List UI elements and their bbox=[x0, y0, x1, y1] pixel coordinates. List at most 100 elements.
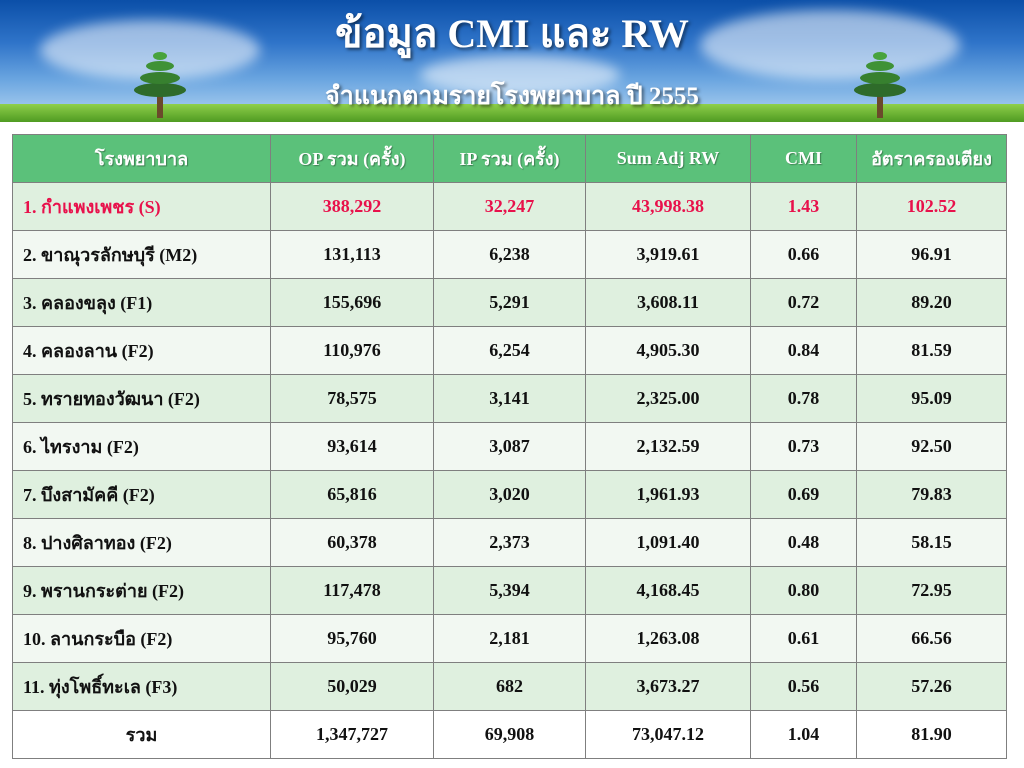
data-table-container: โรงพยาบาล OP รวม (ครั้ง) IP รวม (ครั้ง) … bbox=[12, 134, 1007, 759]
table-total-row: รวม 1,347,727 69,908 73,047.12 1.04 81.90 bbox=[12, 710, 1007, 759]
cell-sum-adj-rw: 3,919.61 bbox=[585, 230, 751, 279]
cell-op-total: 60,378 bbox=[270, 518, 434, 567]
tree-icon bbox=[854, 52, 906, 118]
table-row: 8. ปางศิลาทอง (F2) 60,378 2,373 1,091.40 0.4… bbox=[12, 518, 1007, 567]
cell-ip-total: 5,291 bbox=[433, 278, 586, 327]
cell-cmi: 0.48 bbox=[750, 518, 857, 567]
header-banner: ข้อมูล CMI และ RW จำแนกตามรายโรงพยาบาล ป… bbox=[0, 0, 1024, 122]
table-row: 5. ทรายทองวัฒนา (F2) 78,575 3,141 2,325.00 0… bbox=[12, 374, 1007, 423]
page-title: ข้อมูล CMI และ RW bbox=[335, 11, 689, 56]
table-row: 4. คลองลาน (F2) 110,976 6,254 4,905.30 0.84 8… bbox=[12, 326, 1007, 375]
cell-ip-total: 3,087 bbox=[433, 422, 586, 471]
cell-sum-adj-rw: 2,132.59 bbox=[585, 422, 751, 471]
cell-sum-adj-rw: 1,961.93 bbox=[585, 470, 751, 519]
table-row: 1. กำแพงเพชร (S) 388,292 32,247 43,998.38 1.… bbox=[12, 182, 1007, 231]
cell-ip-total: 69,908 bbox=[433, 710, 586, 759]
cell-cmi: 0.61 bbox=[750, 614, 857, 663]
cell-sum-adj-rw: 43,998.38 bbox=[585, 182, 751, 231]
cell-hospital-name: 8. ปางศิลาทอง (F2) bbox=[12, 518, 271, 567]
tree-icon bbox=[134, 52, 186, 118]
cell-ip-total: 3,020 bbox=[433, 470, 586, 519]
cell-cmi: 0.66 bbox=[750, 230, 857, 279]
cell-ip-total: 5,394 bbox=[433, 566, 586, 615]
cell-op-total: 110,976 bbox=[270, 326, 434, 375]
cloud-decoration bbox=[40, 20, 260, 80]
cell-sum-adj-rw: 4,905.30 bbox=[585, 326, 751, 375]
cell-sum-adj-rw: 1,091.40 bbox=[585, 518, 751, 567]
cell-ip-total: 32,247 bbox=[433, 182, 586, 231]
cell-hospital-name: 2. ขาณุวรลักษบุรี (M2) bbox=[12, 230, 271, 279]
cell-hospital-name: 4. คลองลาน (F2) bbox=[12, 326, 271, 375]
cell-ip-total: 2,373 bbox=[433, 518, 586, 567]
table-row: 11. ทุ่งโพธิ์ทะเล (F3) 50,029 682 3,673.27 0… bbox=[12, 662, 1007, 711]
grass-decoration bbox=[0, 104, 1024, 122]
cell-bed-occupancy: 102.52 bbox=[856, 182, 1007, 231]
cell-cmi: 1.43 bbox=[750, 182, 857, 231]
cell-bed-occupancy: 57.26 bbox=[856, 662, 1007, 711]
cell-hospital-name: 1. กำแพงเพชร (S) bbox=[12, 182, 271, 231]
cell-bed-occupancy: 81.59 bbox=[856, 326, 1007, 375]
cell-op-total: 50,029 bbox=[270, 662, 434, 711]
cell-cmi: 0.56 bbox=[750, 662, 857, 711]
table-header-row: โรงพยาบาล OP รวม (ครั้ง) IP รวม (ครั้ง) … bbox=[12, 134, 1007, 183]
cell-op-total: 95,760 bbox=[270, 614, 434, 663]
cell-op-total: 131,113 bbox=[270, 230, 434, 279]
column-header-sum-adj-rw: Sum Adj RW bbox=[585, 134, 751, 183]
cell-total-label: รวม bbox=[12, 710, 271, 759]
table-row: 2. ขาณุวรลักษบุรี (M2) 131,113 6,238 3,919.… bbox=[12, 230, 1007, 279]
cell-op-total: 388,292 bbox=[270, 182, 434, 231]
cell-cmi: 0.80 bbox=[750, 566, 857, 615]
cell-bed-occupancy: 81.90 bbox=[856, 710, 1007, 759]
cell-ip-total: 682 bbox=[433, 662, 586, 711]
cloud-decoration bbox=[420, 55, 620, 95]
cell-hospital-name: 11. ทุ่งโพธิ์ทะเล (F3) bbox=[12, 662, 271, 711]
table-row: 6. ไทรงาม (F2) 93,614 3,087 2,132.59 0.73 92.… bbox=[12, 422, 1007, 471]
cell-hospital-name: 6. ไทรงาม (F2) bbox=[12, 422, 271, 471]
hospital-cmi-table: โรงพยาบาล OP รวม (ครั้ง) IP รวม (ครั้ง) … bbox=[12, 134, 1007, 759]
column-header-cmi: CMI bbox=[750, 134, 857, 183]
cell-bed-occupancy: 92.50 bbox=[856, 422, 1007, 471]
cell-bed-occupancy: 72.95 bbox=[856, 566, 1007, 615]
cell-op-total: 117,478 bbox=[270, 566, 434, 615]
cell-bed-occupancy: 79.83 bbox=[856, 470, 1007, 519]
cell-op-total: 155,696 bbox=[270, 278, 434, 327]
cell-cmi: 0.78 bbox=[750, 374, 857, 423]
cell-hospital-name: 9. พรานกระต่าย (F2) bbox=[12, 566, 271, 615]
cell-sum-adj-rw: 1,263.08 bbox=[585, 614, 751, 663]
cell-bed-occupancy: 89.20 bbox=[856, 278, 1007, 327]
cell-sum-adj-rw: 2,325.00 bbox=[585, 374, 751, 423]
cell-sum-adj-rw: 3,673.27 bbox=[585, 662, 751, 711]
cell-sum-adj-rw: 4,168.45 bbox=[585, 566, 751, 615]
table-row: 10. ลานกระบือ (F2) 95,760 2,181 1,263.08 0.6… bbox=[12, 614, 1007, 663]
cell-hospital-name: 5. ทรายทองวัฒนา (F2) bbox=[12, 374, 271, 423]
cell-bed-occupancy: 95.09 bbox=[856, 374, 1007, 423]
cell-cmi: 1.04 bbox=[750, 710, 857, 759]
cell-sum-adj-rw: 73,047.12 bbox=[585, 710, 751, 759]
cell-bed-occupancy: 58.15 bbox=[856, 518, 1007, 567]
cell-op-total: 78,575 bbox=[270, 374, 434, 423]
column-header-hospital: โรงพยาบาล bbox=[12, 134, 271, 183]
cell-op-total: 65,816 bbox=[270, 470, 434, 519]
table-row: 7. บึงสามัคคี (F2) 65,816 3,020 1,961.93 0.6… bbox=[12, 470, 1007, 519]
cell-ip-total: 6,254 bbox=[433, 326, 586, 375]
cloud-decoration bbox=[700, 10, 960, 80]
cell-ip-total: 3,141 bbox=[433, 374, 586, 423]
cell-cmi: 0.72 bbox=[750, 278, 857, 327]
cell-hospital-name: 7. บึงสามัคคี (F2) bbox=[12, 470, 271, 519]
cell-sum-adj-rw: 3,608.11 bbox=[585, 278, 751, 327]
column-header-bed-occupancy: อัตราครองเตียง bbox=[856, 134, 1007, 183]
cell-bed-occupancy: 96.91 bbox=[856, 230, 1007, 279]
cell-bed-occupancy: 66.56 bbox=[856, 614, 1007, 663]
cell-op-total: 1,347,727 bbox=[270, 710, 434, 759]
cell-op-total: 93,614 bbox=[270, 422, 434, 471]
cell-ip-total: 2,181 bbox=[433, 614, 586, 663]
cell-hospital-name: 3. คลองขลุง (F1) bbox=[12, 278, 271, 327]
cell-cmi: 0.69 bbox=[750, 470, 857, 519]
cell-cmi: 0.73 bbox=[750, 422, 857, 471]
table-row: 9. พรานกระต่าย (F2) 117,478 5,394 4,168.45 0… bbox=[12, 566, 1007, 615]
table-row: 3. คลองขลุง (F1) 155,696 5,291 3,608.11 0.72… bbox=[12, 278, 1007, 327]
cell-cmi: 0.84 bbox=[750, 326, 857, 375]
page-subtitle: จำแนกตามรายโรงพยาบาล ปี 2555 bbox=[325, 83, 699, 110]
cell-hospital-name: 10. ลานกระบือ (F2) bbox=[12, 614, 271, 663]
cell-ip-total: 6,238 bbox=[433, 230, 586, 279]
